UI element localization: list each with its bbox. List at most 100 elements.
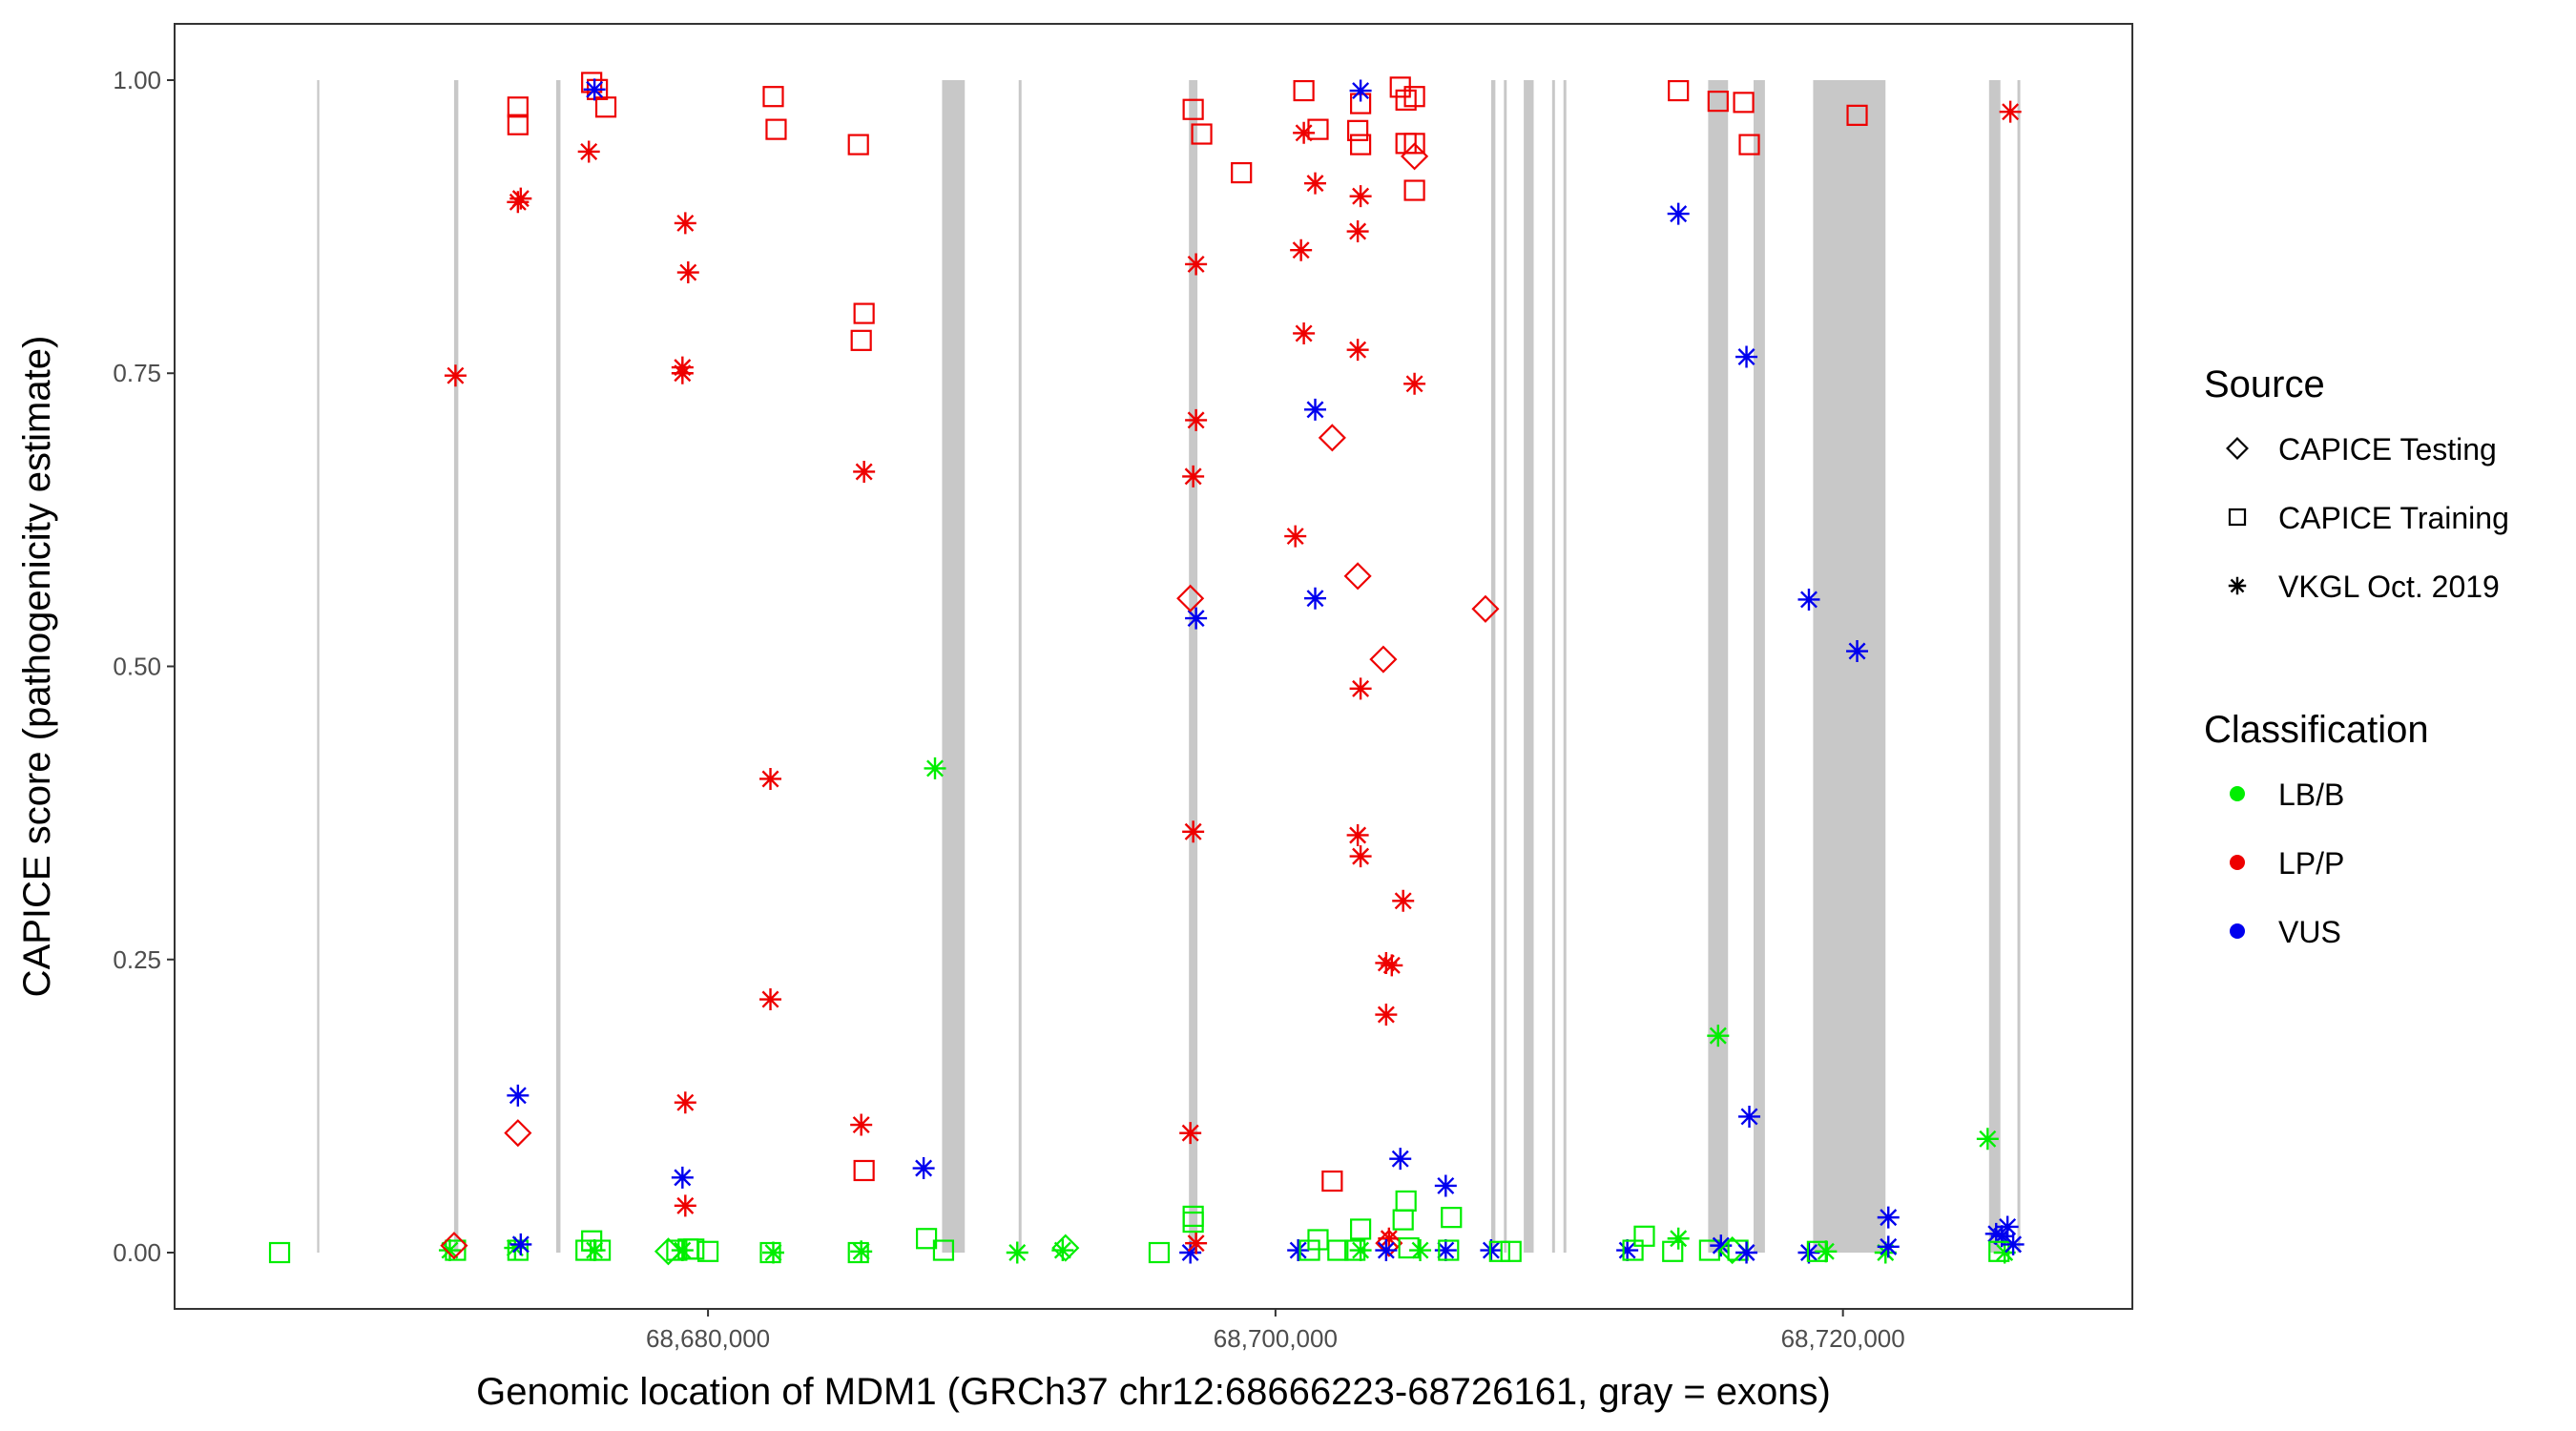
data-point-137	[1668, 79, 1690, 102]
legend-classification-title: Classification	[2204, 709, 2429, 751]
legend-source-items: CAPICE Testing CAPICE Training VKGL Oct. 2…	[2226, 432, 2509, 604]
data-point-126	[1434, 1174, 1457, 1197]
exon-band-13	[1753, 79, 1765, 1254]
data-point-50	[847, 134, 869, 156]
data-point-153	[1846, 640, 1869, 663]
exon-band-12	[1708, 79, 1729, 1254]
data-point-60	[1185, 1232, 1208, 1255]
legend: Source CAPICE Testing CAPICE Training VKGL…	[2204, 363, 2509, 949]
data-point-87	[1327, 1239, 1349, 1261]
data-point-96	[1346, 220, 1369, 243]
x-tick-label: 68,680,000	[646, 1324, 770, 1353]
data-point-54	[924, 757, 946, 779]
exon-band-14	[1813, 79, 1886, 1254]
data-point-101	[1349, 79, 1372, 102]
data-point-59	[1179, 1241, 1202, 1264]
exon-band-2	[453, 79, 459, 1254]
data-point-145	[1738, 1105, 1761, 1128]
exon-band-1	[317, 79, 320, 1254]
data-point-164	[2002, 1233, 2025, 1255]
data-point-163	[1993, 1241, 2016, 1264]
exon-band-6	[1189, 79, 1198, 1254]
data-point-92	[1346, 823, 1369, 846]
data-point-8	[509, 1233, 532, 1255]
data-point-151	[1815, 1240, 1838, 1263]
data-point-107	[1378, 1227, 1401, 1250]
data-point-157	[1877, 1206, 1900, 1229]
data-point-30	[674, 1194, 696, 1217]
data-point-95	[1346, 339, 1369, 362]
data-point-53	[912, 1157, 935, 1180]
data-point-12	[509, 187, 532, 210]
data-point-32	[674, 1091, 696, 1114]
data-point-139	[1707, 1025, 1730, 1047]
data-point-5	[444, 364, 467, 387]
legend-class-item: LB/B	[2230, 778, 2344, 812]
exon-band-11	[1563, 79, 1567, 1254]
legend-class-label: LP/P	[2278, 846, 2344, 881]
data-point-64	[1182, 820, 1205, 843]
data-point-23	[583, 78, 606, 101]
data-point-90	[1349, 1218, 1372, 1240]
data-point-46	[850, 1113, 873, 1136]
data-point-165	[1999, 100, 2022, 123]
x-tick-label: 68,700,000	[1214, 1324, 1338, 1353]
data-point-34	[671, 356, 694, 379]
data-point-73	[1287, 1239, 1310, 1262]
legend-source-label: CAPICE Training	[2278, 501, 2509, 535]
exon-band-9	[1524, 79, 1534, 1254]
data-point-84	[1304, 398, 1327, 421]
data-point-112	[1392, 889, 1415, 912]
data-point-28	[683, 1238, 705, 1260]
data-point-4	[440, 1232, 468, 1260]
legend-source-label: VKGL Oct. 2019	[2278, 570, 2500, 604]
data-point-124	[1438, 1239, 1460, 1261]
data-point-136	[1667, 202, 1690, 225]
legend-source-label: CAPICE Testing	[2278, 432, 2497, 467]
data-point-97	[1349, 185, 1372, 208]
y-tick-label: 0.75	[113, 359, 161, 387]
data-point-133	[1633, 1225, 1655, 1247]
data-point-44	[850, 1240, 873, 1263]
data-point-94	[1343, 562, 1372, 591]
legend-color-dot	[2230, 923, 2245, 939]
data-point-160	[1990, 1225, 2013, 1248]
x-axis-title: Genomic location of MDM1 (GRCh37 chr12:6…	[476, 1371, 1831, 1413]
data-point-130	[1500, 1240, 1522, 1262]
exon-band-7	[1490, 79, 1496, 1254]
data-point-111	[1389, 1148, 1412, 1171]
data-point-47	[853, 460, 876, 483]
legend-class-label: LB/B	[2278, 778, 2344, 812]
exon-band-4	[942, 79, 966, 1254]
data-point-7	[504, 1236, 527, 1259]
data-point-155	[1874, 1241, 1897, 1264]
data-point-108	[1375, 1239, 1398, 1262]
exon-bands	[317, 79, 2021, 1254]
data-point-85	[1318, 424, 1346, 452]
axes: 0.00 0.25 0.50 0.75 1.00 68,680,000 68,700,000…	[113, 66, 1904, 1353]
data-point-68	[1185, 408, 1208, 431]
data-point-134	[1662, 1240, 1684, 1262]
exon-band-3	[555, 79, 561, 1254]
data-point-45	[853, 1159, 875, 1182]
data-point-146	[1735, 345, 1758, 368]
legend-classification-items: LB/B LP/P VUS	[2230, 778, 2344, 949]
exon-band-8	[1504, 79, 1507, 1254]
x-tick-label: 68,720,000	[1781, 1324, 1905, 1353]
data-point-79	[1304, 172, 1327, 195]
data-point-98	[1349, 134, 1372, 156]
data-point-26	[671, 1239, 694, 1262]
legend-class-item: LP/P	[2230, 846, 2344, 881]
data-point-67	[1182, 465, 1205, 487]
data-point-18	[581, 1230, 603, 1252]
data-point-41	[765, 118, 787, 140]
data-point-89	[1349, 1239, 1372, 1262]
data-point-80	[1293, 121, 1316, 144]
data-point-140	[1710, 1234, 1733, 1257]
data-point-105	[1369, 645, 1398, 674]
data-point-1	[268, 1241, 291, 1264]
data-point-49	[853, 302, 875, 324]
data-point-14	[507, 96, 529, 118]
data-point-154	[1846, 104, 1868, 126]
